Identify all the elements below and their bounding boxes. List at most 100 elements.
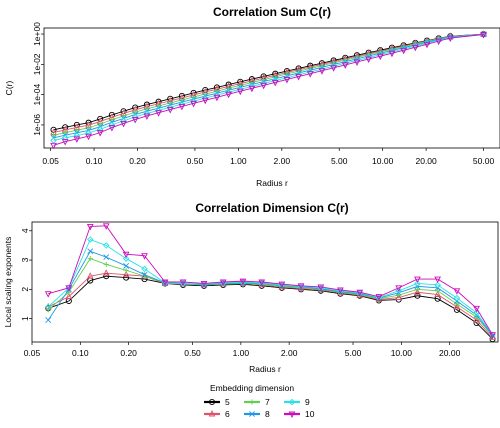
data-point [353,57,361,64]
data-point [317,284,325,291]
data-point [365,56,372,64]
data-point [388,50,396,58]
data-point [44,303,52,311]
series-8 [50,31,487,141]
series-line [47,238,493,335]
legend-title: Embedding dimension [210,383,294,393]
data-point [108,125,116,132]
legend-marker [249,411,255,417]
x-axis: 0.05 0.10 0.20 0.50 1.00 2.00 5.00 10.00 20.00 [24,342,461,358]
data-point [489,332,496,339]
series-line [48,275,493,340]
data-point [248,85,256,93]
data-point [330,62,337,70]
data-point [123,267,129,273]
data-point [225,91,232,99]
data-point [44,291,52,298]
data-point [473,316,480,323]
x-tick-label: 0.10 [72,348,89,358]
data-point [295,74,302,81]
correlation-dimension-panel: Correlation Dimension C(r) Radius r Loca… [3,201,499,374]
series-line [47,250,493,336]
data-point [61,139,69,146]
data-point [414,286,421,292]
legend: Embedding dimension 5 6 7 8 9 10 [204,383,315,419]
x-tick-label: 10.00 [372,156,394,166]
data-point [272,77,279,84]
data-point [278,281,286,289]
data-point [103,261,109,268]
data-point [423,41,431,49]
y-tick-label: 1 [20,316,30,321]
data-point [143,113,151,120]
data-point [414,292,421,299]
y-tick-label: 1e+00 [32,22,42,46]
data-point [376,53,384,61]
data-point [297,283,305,290]
series-10 [50,32,487,150]
data-point [219,279,227,286]
data-point [434,276,441,284]
data-point [447,34,454,41]
data-point [258,279,266,286]
data-point [395,293,403,300]
legend-label: 6 [225,409,230,419]
data-point [473,305,480,313]
data-point [122,255,130,262]
series-10 [44,223,496,339]
data-point [330,65,337,72]
data-point [225,88,232,96]
data-point [123,262,130,269]
data-point [353,59,361,66]
data-point [86,272,94,279]
data-point [307,68,314,76]
x-tick-label: 20.00 [415,156,437,166]
legend-marker [288,411,296,418]
data-point [453,288,461,295]
y-tick-label: 1e-06 [32,114,42,136]
data-point [179,279,187,286]
chart-title: Correlation Dimension C(r) [195,201,348,215]
x-tick-label: 0.20 [120,348,137,358]
data-point [260,82,267,90]
legend-marker [249,399,255,405]
data-point [395,285,403,292]
data-point [178,103,186,111]
data-point [141,271,148,278]
data-point [414,276,421,284]
series-group [44,223,496,343]
x-tick-label: 5.00 [345,348,362,358]
data-point [283,74,291,81]
y-axis-label: C(r) [4,81,14,96]
data-point [166,107,174,114]
data-point [96,130,104,137]
y-axis-label: Local scaling exponents [3,237,13,328]
legend-marker [208,410,216,417]
data-point [87,255,93,262]
data-point [306,71,314,78]
chart-title: Correlation Sum C(r) [213,5,331,19]
data-point [85,125,92,131]
series-line [53,33,484,141]
x-tick-label: 20.00 [439,348,461,358]
legend-item-8: 8 [244,409,270,419]
data-point [200,281,208,288]
data-point [87,248,94,255]
legend-item-10: 10 [284,409,315,419]
x-tick-label: 10.00 [391,348,413,358]
data-point [248,83,256,90]
data-point [400,47,407,55]
legend-item-5: 5 [204,397,230,407]
correlation-sum-panel: Correlation Sum C(r) Radius r C(r) 0.05 0… [4,5,500,188]
data-point [434,290,441,298]
data-point [141,253,148,260]
data-point [435,288,441,294]
data-point [103,254,110,261]
legend-item-6: 6 [204,409,230,419]
y-tick-label: 1e-04 [32,83,42,105]
data-point [237,86,244,93]
data-point [446,35,454,43]
data-point [356,289,364,297]
data-point [337,287,344,294]
